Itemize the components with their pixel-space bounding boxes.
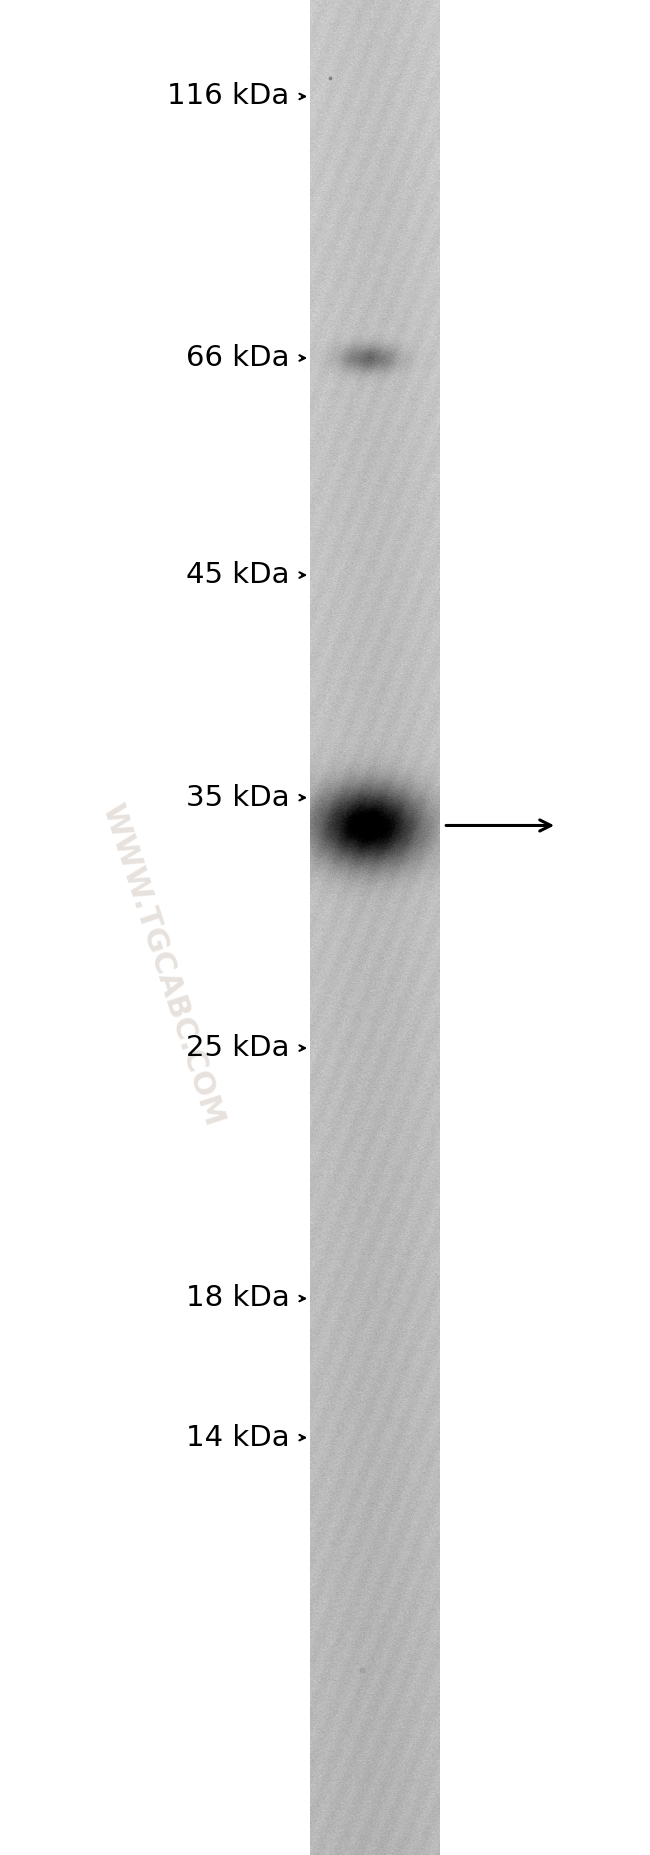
Text: 35 kDa: 35 kDa (186, 783, 289, 812)
Text: 14 kDa: 14 kDa (186, 1423, 289, 1452)
Text: 18 kDa: 18 kDa (185, 1284, 289, 1313)
Text: 25 kDa: 25 kDa (186, 1033, 289, 1063)
Text: 45 kDa: 45 kDa (186, 560, 289, 590)
Text: 116 kDa: 116 kDa (167, 82, 289, 111)
Text: WWW.TGCABC.COM: WWW.TGCABC.COM (97, 800, 228, 1130)
Text: 66 kDa: 66 kDa (186, 343, 289, 373)
